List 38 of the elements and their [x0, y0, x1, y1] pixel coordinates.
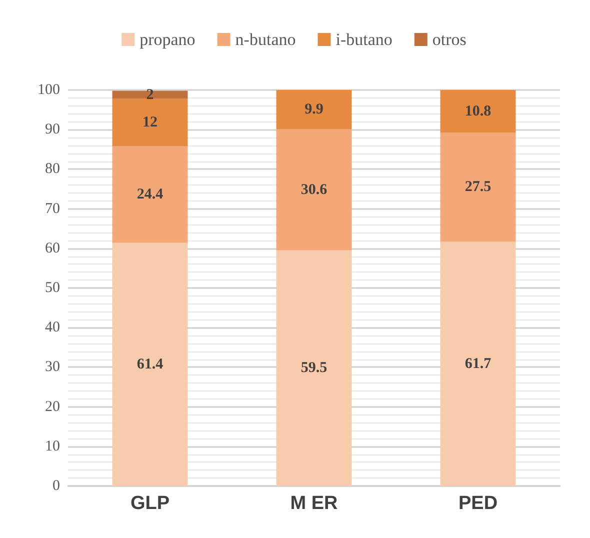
bar	[112, 242, 188, 486]
x-tick-label: M ER	[290, 493, 338, 514]
y-tick-label: 90	[45, 122, 60, 138]
y-tick-label: 30	[45, 359, 60, 376]
bar	[276, 250, 352, 486]
bar	[112, 90, 188, 99]
bar	[276, 90, 352, 130]
y-tick-label: 70	[45, 200, 60, 217]
data-label: 59.5	[300, 360, 328, 376]
bar	[112, 98, 188, 146]
x-tick-label: PED	[458, 493, 498, 514]
data-label: 61.4	[136, 356, 164, 372]
data-label: 30.6	[300, 182, 328, 198]
data-label: 24.4	[136, 186, 164, 203]
bar	[440, 90, 516, 133]
y-tick-label: 80	[45, 161, 60, 178]
data-label: 12	[142, 114, 158, 130]
x-tick-label: GLP	[130, 493, 170, 514]
y-tick-label: 100	[38, 82, 60, 98]
data-label: 2	[146, 86, 154, 103]
y-tick-label: 0	[52, 478, 60, 494]
legend-label: i-butano	[336, 30, 392, 49]
legend-label: n-butano	[235, 30, 296, 49]
y-tick-label: 50	[45, 280, 60, 296]
bar	[112, 146, 188, 243]
bar	[440, 132, 516, 242]
bar	[440, 242, 516, 486]
y-tick-label: 20	[45, 398, 60, 415]
data-label: 27.5	[464, 179, 492, 196]
legend-label: otros	[432, 30, 466, 49]
data-label: 61.7	[464, 356, 492, 372]
legend-label: propano	[140, 30, 196, 49]
y-tick-label: 60	[45, 240, 60, 256]
y-tick-label: 40	[45, 320, 60, 336]
data-label: 9.9	[304, 102, 324, 118]
bar	[276, 129, 352, 250]
data-label: 10.8	[464, 103, 492, 120]
y-tick-label: 10	[45, 438, 60, 454]
